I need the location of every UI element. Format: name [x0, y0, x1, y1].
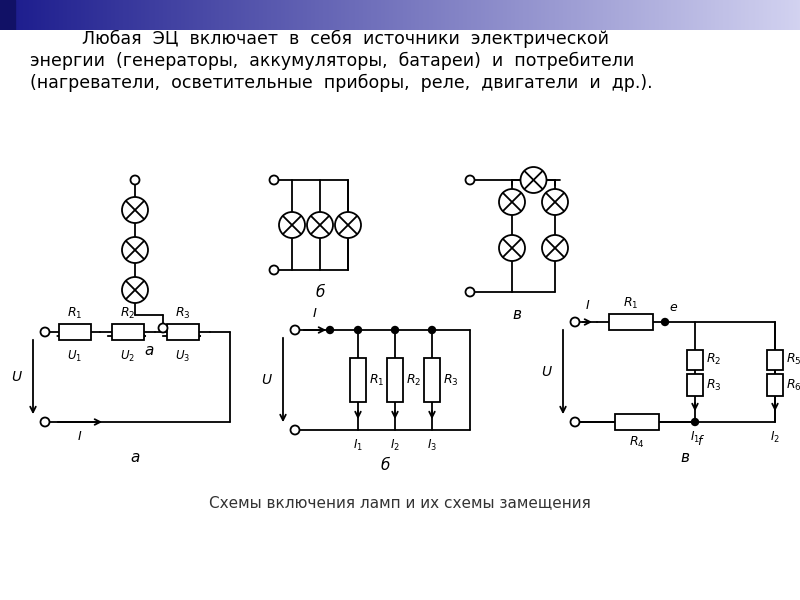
- Bar: [767, 374, 783, 396]
- Circle shape: [499, 235, 525, 261]
- Circle shape: [270, 265, 278, 275]
- Circle shape: [326, 326, 334, 334]
- Text: $R_3$: $R_3$: [443, 373, 458, 388]
- Bar: [166, 324, 198, 340]
- Text: $R_3$: $R_3$: [174, 306, 190, 321]
- Text: $R_1$: $R_1$: [369, 373, 385, 388]
- Text: $U$: $U$: [11, 370, 23, 384]
- Bar: [687, 374, 703, 396]
- Bar: [767, 350, 783, 370]
- Circle shape: [662, 319, 669, 325]
- Text: e: e: [669, 301, 677, 314]
- Text: $U_1$: $U_1$: [67, 349, 82, 364]
- Bar: [0, 0, 15, 30]
- Text: $U$: $U$: [541, 365, 553, 379]
- Text: $R_3$: $R_3$: [706, 377, 722, 392]
- Text: б: б: [315, 285, 325, 300]
- Text: $I$: $I$: [78, 430, 82, 443]
- Text: в: в: [681, 450, 690, 465]
- Text: б: б: [380, 458, 390, 473]
- Text: энергии  (генераторы,  аккумуляторы,  батареи)  и  потребители: энергии (генераторы, аккумуляторы, батар…: [30, 52, 634, 70]
- Circle shape: [570, 418, 579, 427]
- Text: $I$: $I$: [312, 307, 318, 320]
- Bar: [687, 350, 703, 370]
- Circle shape: [542, 189, 568, 215]
- Circle shape: [122, 277, 148, 303]
- Text: $R_6$: $R_6$: [786, 377, 800, 392]
- Circle shape: [290, 325, 299, 335]
- Circle shape: [122, 197, 148, 223]
- Text: $U_3$: $U_3$: [175, 349, 190, 364]
- Bar: [350, 358, 366, 402]
- Circle shape: [158, 323, 167, 332]
- Circle shape: [130, 175, 139, 185]
- Circle shape: [290, 425, 299, 434]
- Bar: [58, 324, 90, 340]
- Text: а: а: [144, 343, 154, 358]
- Circle shape: [41, 328, 50, 337]
- Text: в: в: [513, 307, 522, 322]
- Bar: [111, 324, 143, 340]
- Text: $I$: $I$: [586, 299, 590, 312]
- Circle shape: [499, 189, 525, 215]
- Circle shape: [354, 326, 362, 334]
- Text: $R_4$: $R_4$: [630, 435, 645, 450]
- Text: Схемы включения ламп и их схемы замещения: Схемы включения ламп и их схемы замещени…: [209, 495, 591, 510]
- Text: $R_1$: $R_1$: [623, 296, 638, 311]
- Circle shape: [570, 317, 579, 326]
- Text: $I_3$: $I_3$: [427, 438, 437, 453]
- Text: $R_5$: $R_5$: [786, 352, 800, 367]
- Text: $U$: $U$: [261, 373, 273, 387]
- Circle shape: [270, 175, 278, 185]
- Circle shape: [521, 167, 546, 193]
- Circle shape: [279, 212, 305, 238]
- Bar: [609, 314, 653, 330]
- Text: $I_2$: $I_2$: [770, 430, 780, 445]
- Text: Любая  ЭЦ  включает  в  себя  источники  электрической: Любая ЭЦ включает в себя источники элект…: [60, 30, 609, 48]
- Text: $R_2$: $R_2$: [120, 306, 135, 321]
- Text: $R_2$: $R_2$: [706, 352, 722, 367]
- Circle shape: [466, 287, 474, 296]
- Bar: [424, 358, 440, 402]
- Circle shape: [429, 326, 435, 334]
- Circle shape: [466, 175, 474, 185]
- Circle shape: [307, 212, 333, 238]
- Circle shape: [41, 418, 50, 427]
- Circle shape: [542, 235, 568, 261]
- Text: f: f: [697, 435, 702, 448]
- Text: $R_2$: $R_2$: [406, 373, 422, 388]
- Text: $I_1$: $I_1$: [690, 430, 700, 445]
- Circle shape: [691, 419, 698, 425]
- Text: а: а: [130, 450, 140, 465]
- Circle shape: [335, 212, 361, 238]
- Bar: [615, 414, 659, 430]
- Text: $U_2$: $U_2$: [120, 349, 135, 364]
- Text: $R_1$: $R_1$: [67, 306, 82, 321]
- Text: (нагреватели,  осветительные  приборы,  реле,  двигатели  и  др.).: (нагреватели, осветительные приборы, рел…: [30, 74, 653, 92]
- Circle shape: [391, 326, 398, 334]
- Bar: [387, 358, 403, 402]
- Circle shape: [122, 237, 148, 263]
- Text: $I_1$: $I_1$: [353, 438, 363, 453]
- Text: $I_2$: $I_2$: [390, 438, 400, 453]
